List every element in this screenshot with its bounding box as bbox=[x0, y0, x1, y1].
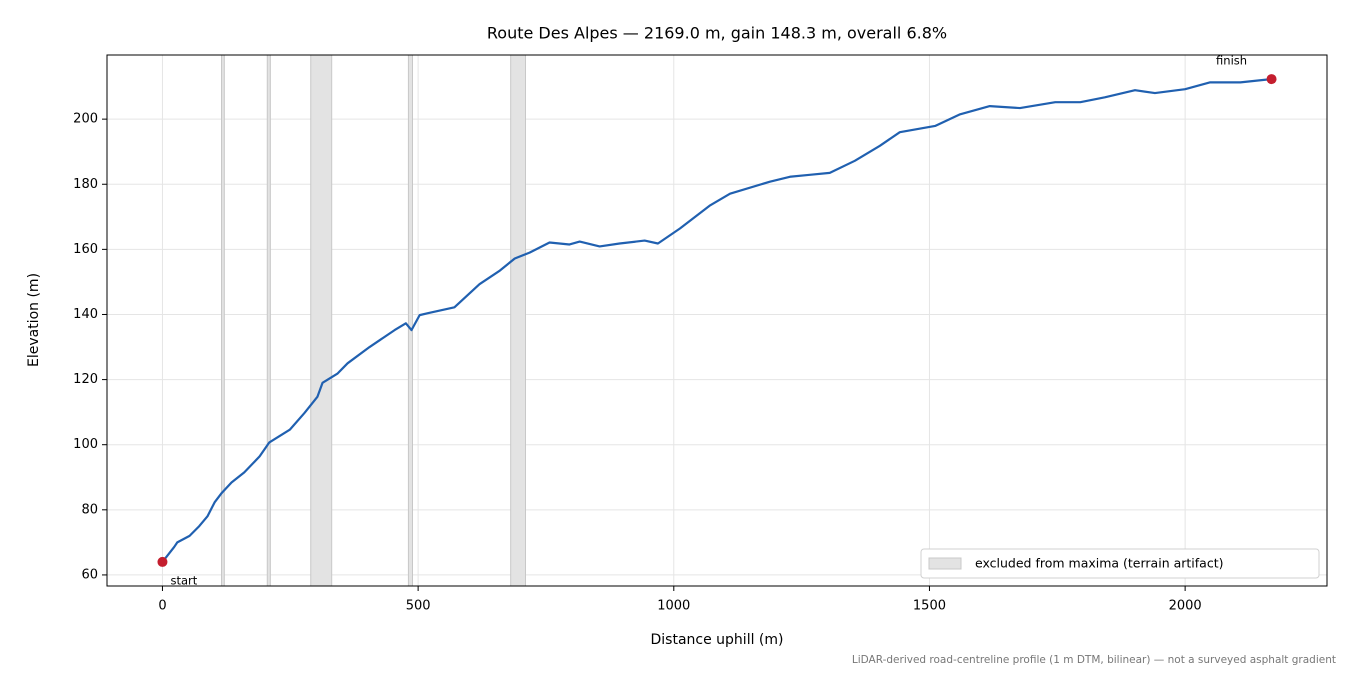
x-tick-label: 1000 bbox=[657, 599, 690, 614]
y-tick-label: 140 bbox=[73, 307, 98, 322]
x-tick-label: 1500 bbox=[913, 599, 946, 614]
y-tick-label: 60 bbox=[81, 567, 98, 582]
x-tick-label: 0 bbox=[158, 599, 166, 614]
excluded-span bbox=[310, 54, 333, 587]
excluded-span bbox=[510, 54, 527, 587]
excluded-span bbox=[407, 54, 413, 587]
x-tick-label: 2000 bbox=[1169, 599, 1202, 614]
y-tick-label: 100 bbox=[73, 437, 98, 452]
endpoint bbox=[157, 556, 168, 567]
excluded-span bbox=[266, 54, 271, 587]
footnote: LiDAR-derived road-centreline profile (1… bbox=[852, 654, 1336, 666]
y-tick-label: 200 bbox=[73, 112, 98, 127]
chart-title: Route Des Alpes — 2169.0 m, gain 148.3 m… bbox=[487, 24, 947, 43]
y-tick-label: 120 bbox=[73, 372, 98, 387]
excluded-span bbox=[221, 54, 225, 587]
y-axis-label: Elevation (m) bbox=[26, 273, 42, 367]
endpoint bbox=[1266, 74, 1277, 85]
endpoint-label: start bbox=[170, 573, 197, 587]
x-axis-label: Distance uphill (m) bbox=[651, 632, 784, 648]
y-tick-label: 160 bbox=[73, 242, 98, 257]
legend-label: excluded from maxima (terrain artifact) bbox=[975, 556, 1223, 571]
elevation-line bbox=[161, 77, 1272, 563]
y-tick-label: 80 bbox=[81, 502, 98, 517]
plot-frame bbox=[106, 54, 1328, 587]
legend-swatch bbox=[928, 557, 962, 570]
x-tick-label: 500 bbox=[406, 599, 431, 614]
endpoint-label: finish bbox=[1216, 54, 1247, 68]
y-tick-label: 180 bbox=[73, 177, 98, 192]
legend-box bbox=[920, 548, 1320, 579]
